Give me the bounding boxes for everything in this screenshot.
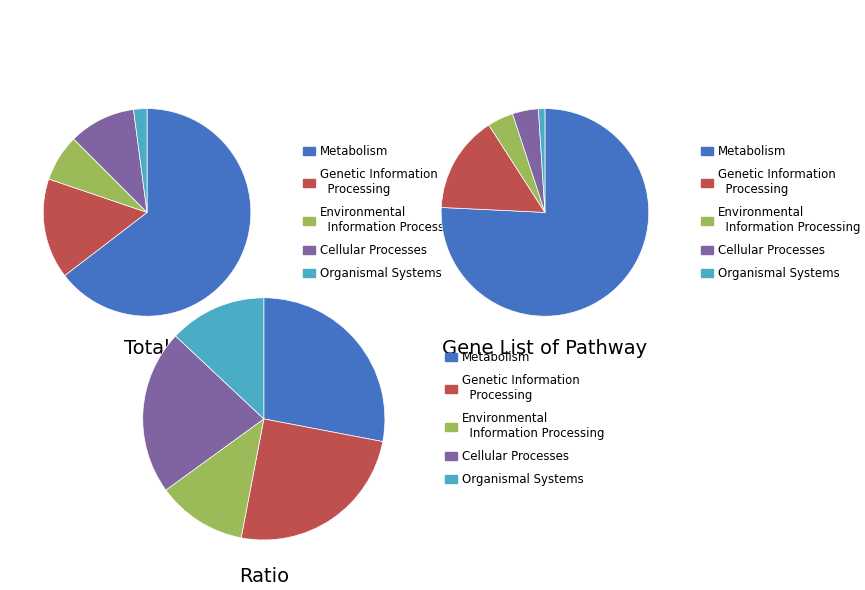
Wedge shape <box>513 109 545 212</box>
Legend: Metabolism, Genetic Information
  Processing, Environmental
  Information Proces: Metabolism, Genetic Information Processi… <box>304 145 463 280</box>
Text: Gene List of Pathway: Gene List of Pathway <box>442 339 648 358</box>
Wedge shape <box>441 125 545 212</box>
Text: Ratio: Ratio <box>239 566 289 586</box>
Legend: Metabolism, Genetic Information
  Processing, Environmental
  Information Proces: Metabolism, Genetic Information Processi… <box>445 351 605 487</box>
Wedge shape <box>264 298 385 441</box>
Legend: Metabolism, Genetic Information
  Processing, Environmental
  Information Proces: Metabolism, Genetic Information Processi… <box>702 145 861 280</box>
Text: Total: Total <box>125 339 170 358</box>
Wedge shape <box>65 109 251 316</box>
Wedge shape <box>43 179 147 276</box>
Wedge shape <box>489 114 545 212</box>
Wedge shape <box>538 109 545 212</box>
Wedge shape <box>166 419 264 538</box>
Wedge shape <box>441 109 649 316</box>
Wedge shape <box>241 419 383 540</box>
Wedge shape <box>48 139 147 212</box>
Wedge shape <box>74 110 147 212</box>
Wedge shape <box>176 298 264 419</box>
Wedge shape <box>143 336 264 490</box>
Wedge shape <box>133 109 147 212</box>
